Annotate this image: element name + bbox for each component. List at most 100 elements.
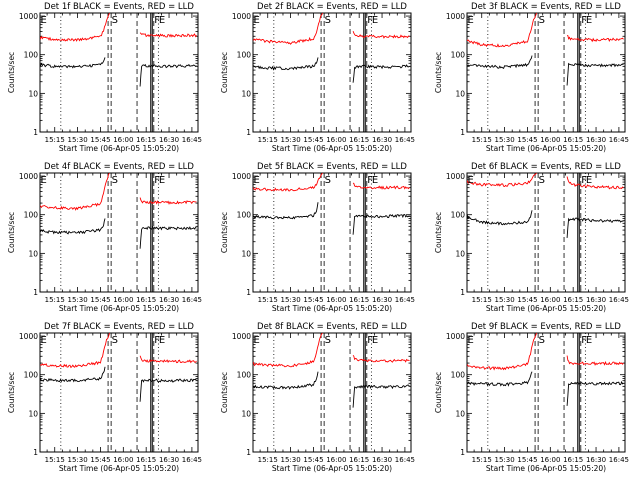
- y-axis-label: Counts/sec: [7, 52, 16, 93]
- x-tick-label: 15:15: [258, 456, 278, 464]
- x-tick-label: 15:30: [495, 296, 515, 304]
- event-marker-label: F: [154, 335, 160, 346]
- event-marker-label: E: [254, 335, 260, 346]
- x-tick-label: 16:45: [609, 296, 629, 304]
- event-marker-label: E: [586, 335, 592, 346]
- plot-frame: [39, 12, 199, 133]
- y-tick-label: 10: [455, 409, 465, 418]
- y-tick-label: 100: [451, 51, 466, 60]
- y-tick-label: 100: [451, 211, 466, 220]
- x-tick-label: 15:45: [517, 296, 537, 304]
- panel-title: Det 5f BLACK = Events, RED = LLD: [257, 162, 407, 172]
- events-series-line: [139, 378, 197, 402]
- detector-panel: Det 8f BLACK = Events, RED = LLD 1 10 100 10…: [220, 322, 415, 473]
- event-marker-label: E: [41, 335, 47, 346]
- x-tick-label: 16:30: [159, 136, 179, 144]
- plot-area: [253, 333, 410, 452]
- x-tick-label: 16:45: [395, 136, 415, 144]
- y-tick-label: 1: [460, 128, 465, 137]
- y-tick-label: 1000: [232, 12, 251, 21]
- event-marker-label: E: [468, 15, 474, 26]
- x-tick-label: 15:30: [68, 296, 88, 304]
- lld-series-line: [567, 35, 624, 43]
- plot-frame: [252, 12, 412, 133]
- detector-panel: Det 7f BLACK = Events, RED = LLD 1 10 100 10…: [7, 322, 202, 473]
- y-axis-label: Counts/sec: [434, 372, 443, 413]
- y-tick-label: 10: [241, 409, 251, 418]
- panel-title: Det 2f BLACK = Events, RED = LLD: [257, 2, 407, 12]
- lld-series-line: [352, 354, 410, 363]
- y-tick-label: 1000: [19, 332, 38, 341]
- y-tick-label: 1000: [19, 12, 38, 21]
- y-tick-label: 1: [33, 448, 38, 457]
- event-marker-label: F: [154, 175, 160, 186]
- y-axis-label: Counts/sec: [7, 372, 16, 413]
- x-tick-label: 16:15: [563, 296, 583, 304]
- event-marker-label: E: [586, 15, 592, 26]
- x-tick-label: 15:45: [517, 456, 537, 464]
- y-tick-label: 1000: [19, 172, 38, 181]
- x-tick-label: 15:30: [281, 456, 301, 464]
- y-tick-label: 1: [460, 288, 465, 297]
- y-tick-label: 100: [24, 371, 39, 380]
- x-tick-label: 15:15: [45, 136, 65, 144]
- x-tick-label: 15:15: [258, 136, 278, 144]
- event-marker-label: F: [581, 175, 587, 186]
- event-marker-label: F: [367, 175, 373, 186]
- panel-title: Det 9f BLACK = Events, RED = LLD: [471, 322, 621, 332]
- y-tick-label: 10: [28, 409, 38, 418]
- lld-series-line: [40, 173, 110, 211]
- x-tick-label: 16:15: [563, 456, 583, 464]
- x-tick-label: 16:00: [540, 456, 560, 464]
- detector-panel: Det 4f BLACK = Events, RED = LLD 1 10 100 10…: [7, 162, 202, 313]
- plot-frame: [252, 332, 412, 453]
- y-axis-label: Counts/sec: [220, 372, 229, 413]
- x-tick-label: 15:45: [303, 296, 323, 304]
- y-tick-label: 100: [237, 51, 252, 60]
- y-tick-label: 10: [455, 89, 465, 98]
- event-marker-label: E: [159, 335, 165, 346]
- event-marker-label: S: [112, 15, 118, 26]
- lld-series-line: [40, 333, 111, 369]
- lld-series-line: [566, 176, 624, 190]
- lld-series-line: [352, 182, 410, 190]
- y-tick-label: 100: [24, 211, 39, 220]
- plot-area: [253, 13, 410, 132]
- x-axis-label: Start Time (06-Apr-05 15:05:20): [486, 144, 606, 153]
- event-marker-label: F: [581, 15, 587, 26]
- event-marker-label: S: [325, 335, 331, 346]
- event-marker-label: S: [325, 15, 331, 26]
- event-marker-label: S: [539, 335, 545, 346]
- x-tick-label: 16:15: [349, 456, 369, 464]
- x-tick-label: 16:30: [586, 296, 606, 304]
- events-series-line: [40, 366, 106, 383]
- lld-series-line: [139, 355, 197, 364]
- plot-frame: [252, 172, 412, 293]
- event-marker-label: E: [159, 175, 165, 186]
- plot-frame: [39, 332, 199, 453]
- x-tick-label: 16:30: [586, 136, 606, 144]
- x-tick-label: 16:00: [113, 296, 133, 304]
- x-tick-label: 16:45: [395, 456, 415, 464]
- lld-series-line: [40, 13, 111, 42]
- x-axis-label: Start Time (06-Apr-05 15:05:20): [59, 304, 179, 313]
- event-marker-label: E: [372, 175, 378, 186]
- x-tick-label: 15:30: [281, 136, 301, 144]
- plot-area: [467, 173, 624, 292]
- y-tick-label: 100: [237, 371, 252, 380]
- event-marker-label: S: [539, 15, 545, 26]
- y-tick-label: 10: [28, 249, 38, 258]
- lld-series-line: [467, 173, 537, 188]
- event-marker-label: E: [372, 335, 378, 346]
- event-marker-label: E: [41, 15, 47, 26]
- x-tick-label: 16:00: [113, 456, 133, 464]
- plot-area: [467, 333, 624, 452]
- x-tick-label: 16:00: [326, 456, 346, 464]
- y-tick-label: 100: [237, 211, 252, 220]
- y-tick-label: 100: [451, 371, 466, 380]
- x-tick-label: 16:30: [159, 456, 179, 464]
- y-tick-label: 1000: [232, 172, 251, 181]
- lld-series-line: [467, 333, 538, 371]
- plot-area: [467, 13, 624, 132]
